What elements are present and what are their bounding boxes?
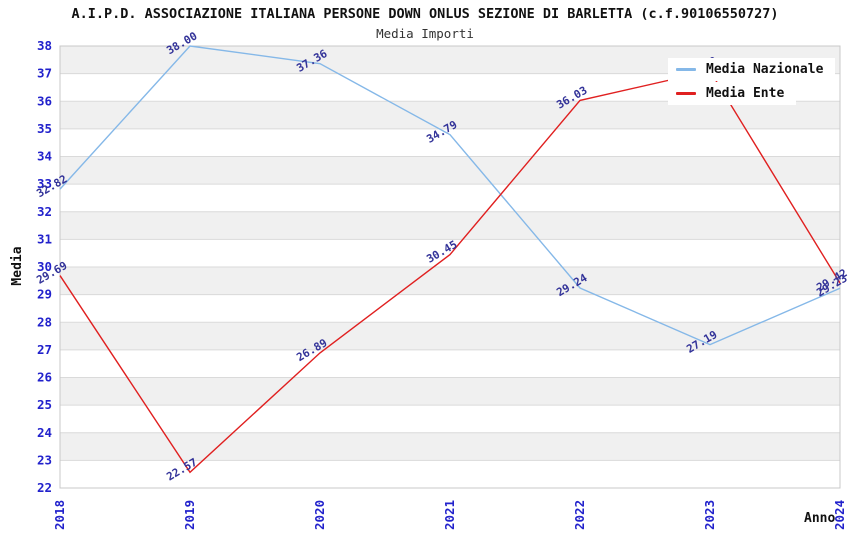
svg-text:2024: 2024 [832,500,847,530]
page-title: A.I.P.D. ASSOCIAZIONE ITALIANA PERSONE D… [71,6,779,22]
y-axis-title: Media [10,246,25,286]
legend-label-media-ente: Media Ente [706,86,785,101]
svg-text:33: 33 [37,176,52,191]
svg-text:28: 28 [37,314,52,329]
legend-swatch-media-ente-icon [676,92,696,95]
svg-text:30: 30 [37,259,52,274]
x-axis-title: Anno [804,511,836,526]
svg-text:27: 27 [37,342,52,357]
legend: Media Nazionale Media Ente [668,58,836,106]
svg-text:29: 29 [37,287,52,302]
svg-text:22: 22 [37,480,52,495]
svg-text:2019: 2019 [182,500,197,530]
svg-text:2022: 2022 [572,500,587,530]
svg-text:26: 26 [37,370,52,385]
svg-text:24: 24 [37,425,52,440]
svg-text:36: 36 [37,93,52,108]
svg-text:2021: 2021 [442,500,457,530]
legend-entry-media-ente: Media Ente [668,82,797,105]
svg-text:2023: 2023 [702,500,717,530]
svg-text:38: 38 [37,38,52,53]
svg-text:2018: 2018 [52,500,67,530]
svg-text:25: 25 [37,397,52,412]
svg-text:32: 32 [37,204,52,219]
svg-text:34: 34 [37,149,52,164]
legend-swatch-media-nazionale-icon [676,68,696,71]
legend-entry-media-nazionale: Media Nazionale [668,58,836,81]
svg-text:31: 31 [37,231,52,246]
svg-text:37: 37 [37,66,52,81]
svg-text:35: 35 [37,121,52,136]
legend-label-media-nazionale: Media Nazionale [706,62,824,77]
svg-text:23: 23 [37,452,52,467]
svg-text:2020: 2020 [312,500,327,530]
chart-subtitle: Media Importi [376,26,474,41]
